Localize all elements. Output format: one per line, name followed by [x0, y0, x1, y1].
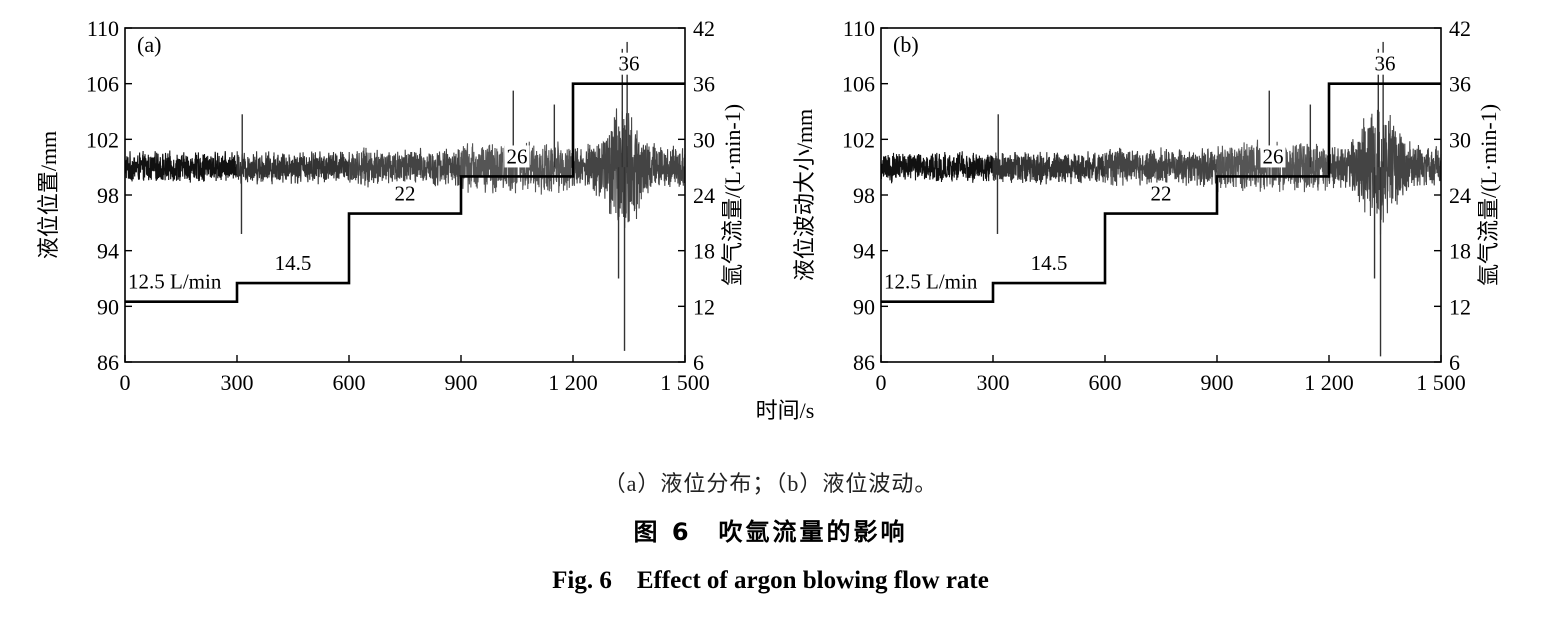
- y-right-tick-label: 30: [1449, 127, 1471, 152]
- y-left-tick-label: 86: [853, 350, 875, 375]
- flow-step-label: 26: [1263, 144, 1284, 168]
- panel-a: 12.5 L/min 14.5 22 26 36 (a) 0 300 600 900 1 200 1 …: [36, 16, 745, 395]
- level-signal-segment: [460, 141, 574, 195]
- y-right-tick-label: 30: [693, 127, 715, 152]
- y-left-tick-label: 102: [842, 127, 875, 152]
- y-right-axis-title: 氩气流量/(L·min-1): [1476, 104, 1501, 286]
- y-right-tick-label: 36: [1449, 72, 1471, 97]
- figure-title-cn: 图 6 吹氩流量的影响: [633, 518, 908, 546]
- y-left-tick-label: 110: [843, 16, 875, 41]
- x-tick-label: 900: [1201, 370, 1234, 395]
- flow-step-label-bg: [1028, 252, 1070, 275]
- x-tick-label: 300: [221, 370, 254, 395]
- x-axis-title: 时间/s: [756, 398, 815, 423]
- flow-step-label: 12.5 L/min: [128, 270, 222, 294]
- flow-step-label: 26: [507, 144, 528, 168]
- y-right-axis-title: 氩气流量/(L·min-1): [720, 104, 745, 286]
- y-left-tick-label: 94: [97, 239, 119, 264]
- x-tick-label: 1 200: [1304, 370, 1354, 395]
- level-signal-segment: [992, 151, 1106, 185]
- flow-step-label-bg: [1372, 52, 1398, 75]
- y-left-tick-label: 102: [86, 127, 119, 152]
- flow-step-label: 22: [395, 182, 416, 206]
- flow-step-label-bg: [272, 252, 314, 275]
- panel-b: 12.5 L/min 14.5 22 26 36 (b) 0 300 600 900 1 200 1 …: [792, 16, 1501, 395]
- y-left-tick-label: 94: [853, 239, 875, 264]
- y-right-tick-label: 12: [1449, 294, 1471, 319]
- flow-step-label: 36: [1375, 52, 1396, 76]
- flow-step-label-bg: [1260, 145, 1286, 168]
- flow-step-label-bg: [616, 52, 642, 75]
- level-signal-segment: [124, 150, 238, 183]
- level-signal-segment: [880, 151, 994, 184]
- x-tick-label: 1 500: [1416, 370, 1466, 395]
- level-signal-segment: [1216, 139, 1330, 193]
- x-tick-label: 0: [120, 370, 131, 395]
- level-signal-segment: [1104, 147, 1218, 187]
- y-right-tick-label: 12: [693, 294, 715, 319]
- x-tick-label: 0: [876, 370, 887, 395]
- argon-flow-step-line: [125, 82, 685, 303]
- flow-step-label-bg: [126, 270, 224, 293]
- level-signal-segment: [572, 108, 686, 228]
- y-right-tick-label: 42: [1449, 16, 1471, 41]
- y-right-tick-label: 42: [693, 16, 715, 41]
- level-signal-segment: [1328, 109, 1442, 235]
- y-left-tick-label: 106: [86, 72, 119, 97]
- argon-flow-step-line: [881, 82, 1441, 303]
- y-left-axis-title: 液位位置/mm: [36, 131, 61, 259]
- figure-subcaption: （a）液位分布；（b）液位波动。: [603, 471, 938, 496]
- flow-step-label-bg: [392, 182, 418, 205]
- flow-step-label-bg: [1148, 182, 1174, 205]
- y-left-tick-label: 90: [853, 294, 875, 319]
- y-right-tick-label: 24: [693, 183, 715, 208]
- figure-title-en: Fig. 6 Effect of argon blowing flow rate: [552, 567, 989, 594]
- y-right-tick-label: 6: [693, 350, 704, 375]
- x-tick-label: 600: [333, 370, 366, 395]
- y-right-tick-label: 18: [1449, 239, 1471, 264]
- flow-step-label-bg: [504, 145, 530, 168]
- y-left-axis-title: 液位波动大小/mm: [792, 109, 817, 281]
- flow-step-label: 12.5 L/min: [884, 270, 978, 294]
- x-tick-label: 600: [1089, 370, 1122, 395]
- flow-step-label-bg: [882, 270, 980, 293]
- flow-step-label: 14.5: [275, 251, 312, 275]
- y-left-tick-label: 110: [87, 16, 119, 41]
- flow-step-label: 22: [1151, 182, 1172, 206]
- panel-label: (b): [893, 32, 919, 57]
- panel-label: (a): [137, 32, 161, 57]
- level-signal-segment: [348, 147, 462, 188]
- x-tick-label: 900: [445, 370, 478, 395]
- x-tick-label: 1 500: [660, 370, 710, 395]
- y-left-tick-label: 90: [97, 294, 119, 319]
- y-left-tick-label: 86: [97, 350, 119, 375]
- y-right-tick-label: 24: [1449, 183, 1471, 208]
- y-left-tick-label: 106: [842, 72, 875, 97]
- y-left-tick-label: 98: [97, 183, 119, 208]
- x-tick-label: 300: [977, 370, 1010, 395]
- flow-step-label: 14.5: [1031, 251, 1068, 275]
- level-signal-segment: [236, 151, 350, 185]
- y-right-tick-label: 6: [1449, 350, 1460, 375]
- flow-step-label: 36: [619, 52, 640, 76]
- y-right-tick-label: 36: [693, 72, 715, 97]
- x-tick-label: 1 200: [548, 370, 598, 395]
- y-left-tick-label: 98: [853, 183, 875, 208]
- y-right-tick-label: 18: [693, 239, 715, 264]
